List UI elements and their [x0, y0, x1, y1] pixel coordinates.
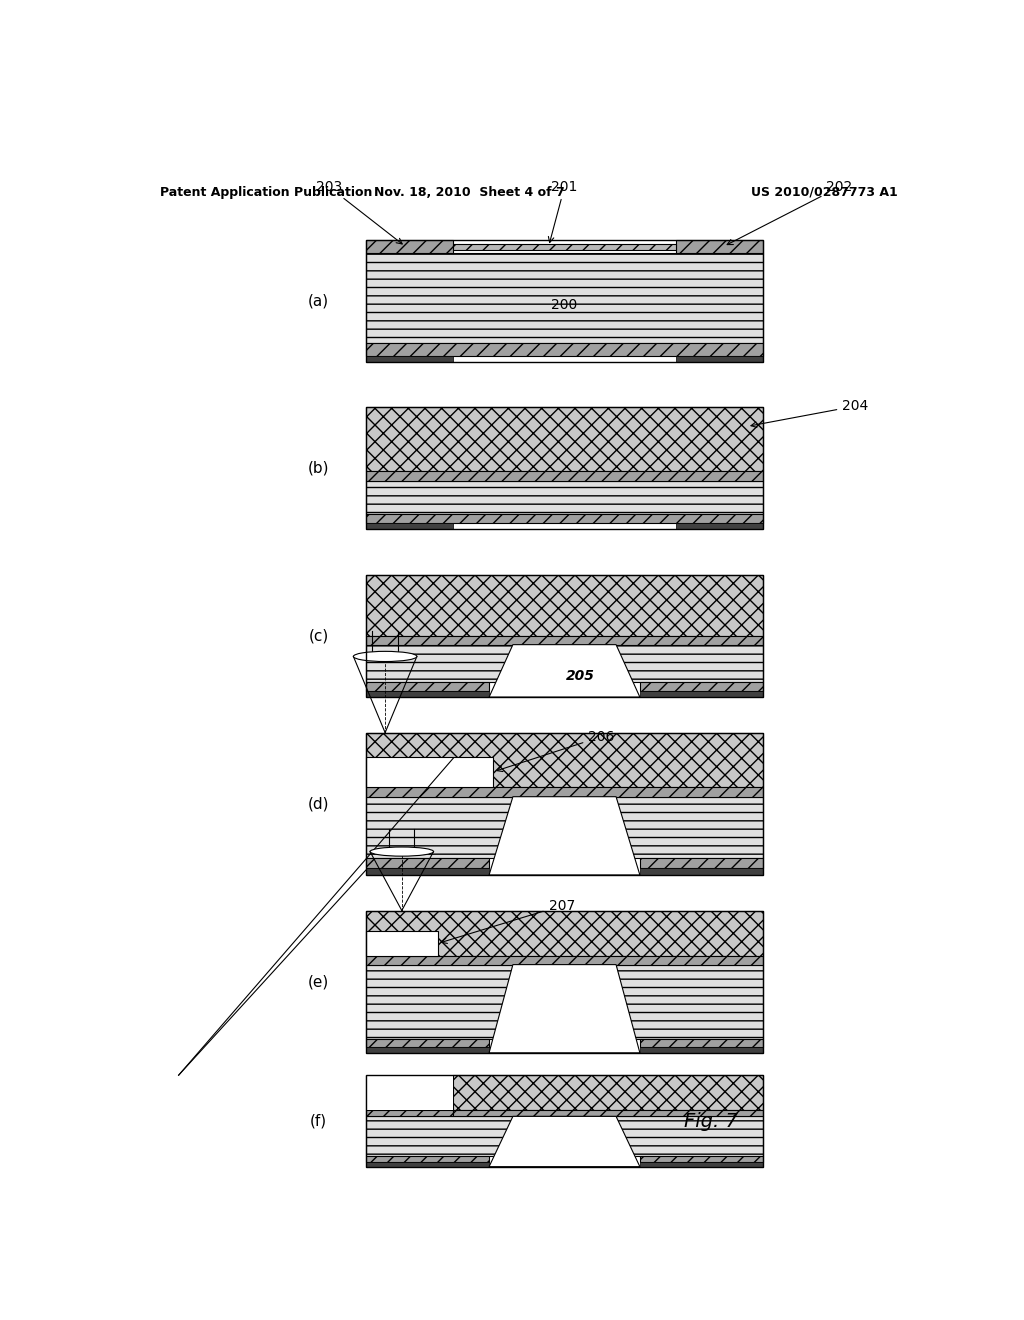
Bar [367, 1047, 489, 1053]
Bar [367, 513, 763, 523]
Bar [367, 576, 763, 636]
Bar [367, 965, 513, 1039]
Text: (e): (e) [308, 974, 329, 989]
Bar [640, 690, 763, 697]
Bar [616, 644, 763, 682]
Bar [367, 408, 763, 471]
Bar [367, 240, 454, 253]
Text: (d): (d) [308, 796, 329, 812]
Bar [616, 1117, 763, 1156]
Text: (c): (c) [308, 628, 329, 644]
Bar [367, 911, 763, 1053]
Bar [367, 1117, 513, 1156]
Bar [367, 858, 489, 867]
Bar [640, 682, 763, 690]
Text: 205: 205 [566, 669, 595, 684]
Bar [367, 240, 763, 362]
Bar [367, 644, 513, 682]
Bar [367, 1162, 489, 1167]
Text: (f): (f) [310, 1114, 327, 1129]
Bar [676, 355, 763, 362]
Bar [640, 1047, 763, 1053]
Bar [367, 471, 763, 480]
Bar [367, 931, 437, 956]
Bar [676, 240, 763, 253]
Text: Nov. 18, 2010  Sheet 4 of 7: Nov. 18, 2010 Sheet 4 of 7 [374, 186, 564, 199]
Bar [676, 523, 763, 529]
Bar [367, 1156, 489, 1162]
Bar [367, 253, 763, 343]
Bar [367, 682, 489, 690]
Bar [640, 1156, 763, 1162]
Bar [616, 797, 763, 858]
Bar [640, 858, 763, 867]
Ellipse shape [353, 651, 417, 661]
Bar [367, 480, 763, 513]
Bar [640, 1162, 763, 1167]
Bar [367, 911, 763, 956]
Bar [640, 1039, 763, 1047]
Bar [367, 355, 454, 362]
Text: 204: 204 [751, 399, 868, 428]
Bar [367, 1076, 454, 1110]
Text: 202: 202 [727, 180, 853, 244]
Text: (b): (b) [308, 461, 329, 477]
Bar [367, 408, 763, 529]
Polygon shape [489, 1117, 640, 1167]
Text: 201: 201 [549, 180, 578, 243]
Bar [640, 867, 763, 875]
Bar [367, 576, 763, 697]
Text: (a): (a) [308, 293, 329, 308]
Bar [367, 1039, 489, 1047]
Bar [454, 244, 676, 249]
Ellipse shape [370, 847, 433, 857]
Bar [367, 343, 763, 355]
Bar [367, 1069, 454, 1110]
Polygon shape [489, 644, 640, 697]
Text: US 2010/0287773 A1: US 2010/0287773 A1 [751, 186, 898, 199]
Polygon shape [489, 965, 640, 1053]
Bar [367, 797, 513, 858]
Bar [367, 756, 494, 787]
Text: 206: 206 [497, 730, 614, 772]
Text: Patent Application Publication: Patent Application Publication [160, 186, 372, 199]
Bar [367, 636, 763, 644]
Bar [367, 867, 489, 875]
Text: 207: 207 [441, 899, 574, 944]
Bar [616, 965, 763, 1039]
Bar [454, 1110, 763, 1117]
Bar [367, 1076, 763, 1167]
Bar [367, 523, 454, 529]
Bar [367, 1110, 454, 1117]
Bar [367, 787, 763, 797]
Bar [367, 690, 489, 697]
Bar [367, 956, 763, 965]
Text: 203: 203 [316, 180, 402, 244]
Polygon shape [489, 797, 640, 875]
Bar [367, 733, 763, 875]
Bar [454, 1076, 763, 1110]
Text: 200: 200 [551, 298, 578, 313]
Text: Fig. 7: Fig. 7 [684, 1113, 737, 1131]
Bar [367, 733, 763, 787]
